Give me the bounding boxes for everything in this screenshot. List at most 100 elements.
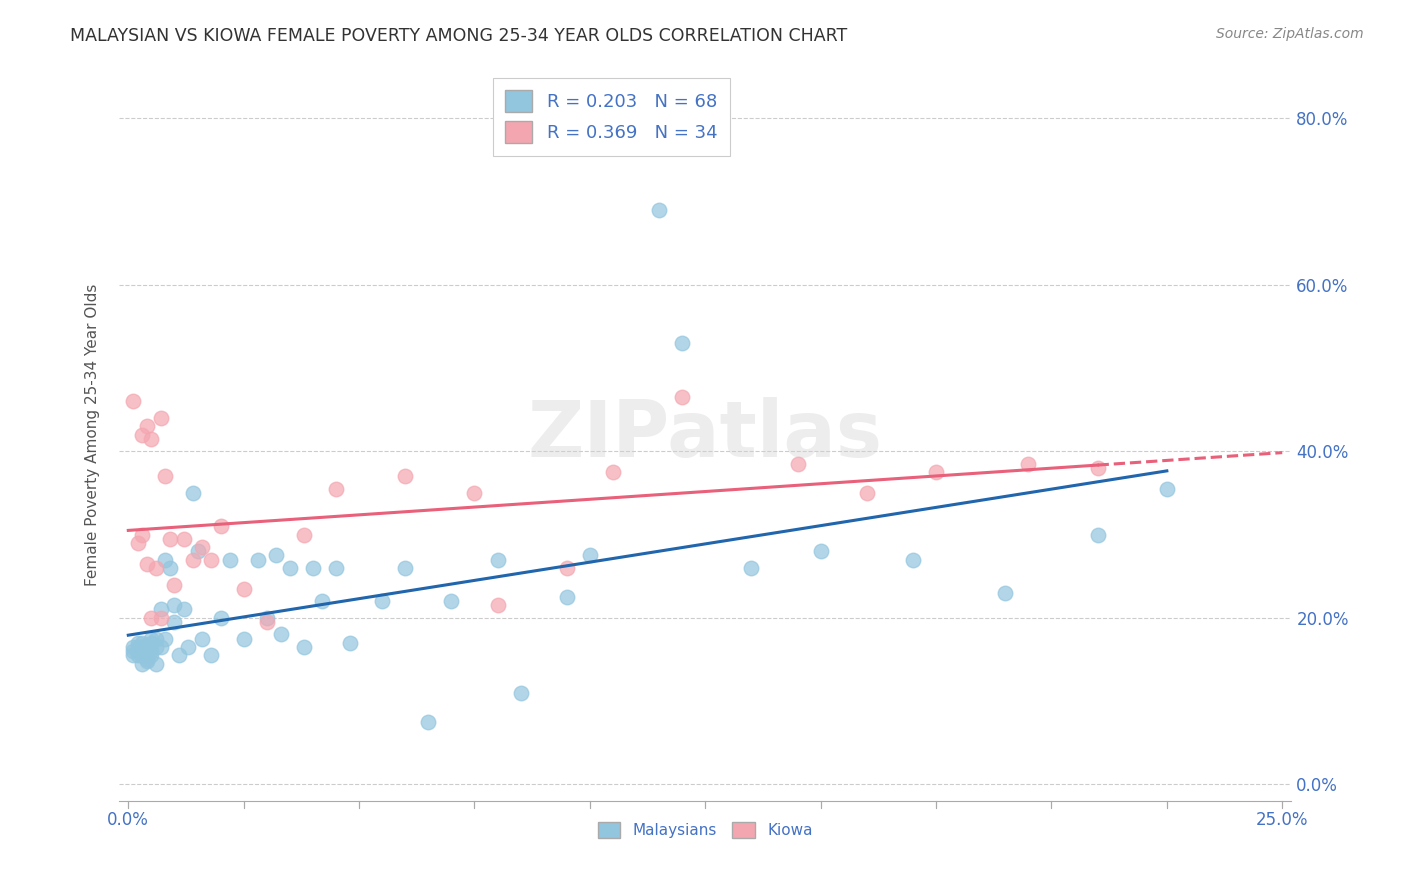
Point [292,527,315,541]
Point [177,640,200,654]
Point [167,648,190,663]
Point [127,640,149,654]
Point [994,586,1017,600]
Point [131,648,153,663]
Point [141,636,163,650]
Point [163,599,186,613]
Point [145,561,167,575]
Point [127,644,149,658]
Point [1017,457,1039,471]
Point [131,644,153,658]
Point [486,599,509,613]
Point [232,632,254,646]
Point [925,465,948,479]
Point [371,594,394,608]
Point [671,390,693,404]
Point [740,561,762,575]
Point [135,419,157,434]
Point [181,486,204,500]
Text: MALAYSIAN VS KIOWA FEMALE POVERTY AMONG 25-34 YEAR OLDS CORRELATION CHART: MALAYSIAN VS KIOWA FEMALE POVERTY AMONG … [70,27,848,45]
Point [648,202,671,217]
Point [145,657,167,671]
Point [131,657,153,671]
Point [555,590,578,604]
Point [181,552,204,566]
Point [440,594,463,608]
Point [141,648,163,663]
Point [209,519,232,533]
Point [131,527,153,541]
Point [394,561,416,575]
Point [131,636,153,650]
Point [555,561,578,575]
Y-axis label: Female Poverty Among 25-34 Year Olds: Female Poverty Among 25-34 Year Olds [86,284,100,586]
Point [131,640,153,654]
Point [856,486,879,500]
Point [127,636,149,650]
Point [127,536,149,550]
Point [155,552,177,566]
Point [200,648,222,663]
Point [141,644,163,658]
Point [127,648,149,663]
Point [256,611,278,625]
Point [339,636,361,650]
Point [311,594,333,608]
Point [418,714,440,729]
Point [1087,527,1109,541]
Point [486,552,509,566]
Point [141,632,163,646]
Point [1087,461,1109,475]
Point [256,615,278,629]
Point [159,532,181,546]
Point [131,640,153,654]
Point [159,561,181,575]
Point [579,549,602,563]
Point [141,432,163,446]
Point [302,561,325,575]
Point [149,411,172,425]
Point [1156,482,1178,496]
Point [145,632,167,646]
Text: Source: ZipAtlas.com: Source: ZipAtlas.com [1216,27,1364,41]
Point [122,394,145,409]
Point [173,602,195,616]
Point [145,640,167,654]
Point [122,644,145,658]
Point [135,648,157,663]
Point [149,640,172,654]
Point [602,465,624,479]
Point [264,549,287,563]
Point [135,640,157,654]
Point [131,427,153,442]
Point [135,654,157,668]
Point [292,640,315,654]
Text: ZIPatlas: ZIPatlas [527,397,883,473]
Point [786,457,808,471]
Point [463,486,485,500]
Point [135,644,157,658]
Point [149,611,172,625]
Point [173,532,195,546]
Point [122,640,145,654]
Point [163,577,186,591]
Point [200,552,222,566]
Point [671,336,693,351]
Point [246,552,269,566]
Point [141,611,163,625]
Point [278,561,301,575]
Point [509,686,531,700]
Point [163,615,186,629]
Point [135,652,157,666]
Point [232,582,254,596]
Point [135,557,157,571]
Legend: Malaysians, Kiowa: Malaysians, Kiowa [592,816,820,845]
Point [394,469,416,483]
Point [270,627,292,641]
Point [810,544,832,558]
Point [155,469,177,483]
Point [155,632,177,646]
Point [325,482,347,496]
Point [901,552,924,566]
Point [186,544,208,558]
